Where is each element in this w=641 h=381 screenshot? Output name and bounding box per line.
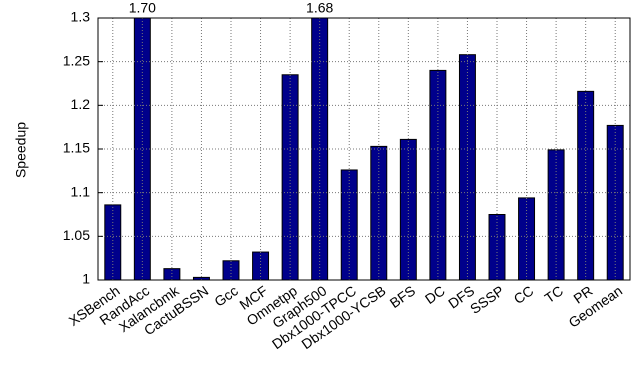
x-tick-label: TC [541, 282, 565, 306]
y-tick-label: 1.2 [71, 96, 91, 112]
plot-frame [97, 17, 631, 281]
x-tick-label: DC [422, 282, 448, 307]
plot-area [104, 18, 624, 280]
bar [340, 169, 358, 280]
y-tick-label: 1.3 [71, 9, 91, 25]
y-tick-label: 1.15 [63, 140, 90, 156]
bar [252, 251, 270, 280]
y-tick-label: 1 [82, 271, 90, 287]
bar [547, 149, 565, 280]
value-label: 1.70 [129, 0, 156, 16]
bar [192, 276, 210, 280]
bar [429, 69, 447, 280]
y-axis-label: Speedup [13, 122, 29, 178]
y-tick-label: 1.25 [63, 52, 90, 68]
y-tick-label: 1.1 [71, 183, 91, 199]
bar [606, 124, 624, 280]
y-tick-label: 1.05 [63, 227, 90, 243]
x-tick-label: Gcc [211, 282, 241, 309]
bar [163, 268, 181, 280]
value-label: 1.68 [306, 0, 333, 16]
x-tick-label: BFS [387, 282, 418, 311]
x-tick-label: CC [511, 282, 537, 307]
bar [488, 214, 506, 280]
bar [577, 90, 595, 280]
x-tick-label: SSSP [467, 282, 507, 317]
bar [399, 138, 417, 280]
